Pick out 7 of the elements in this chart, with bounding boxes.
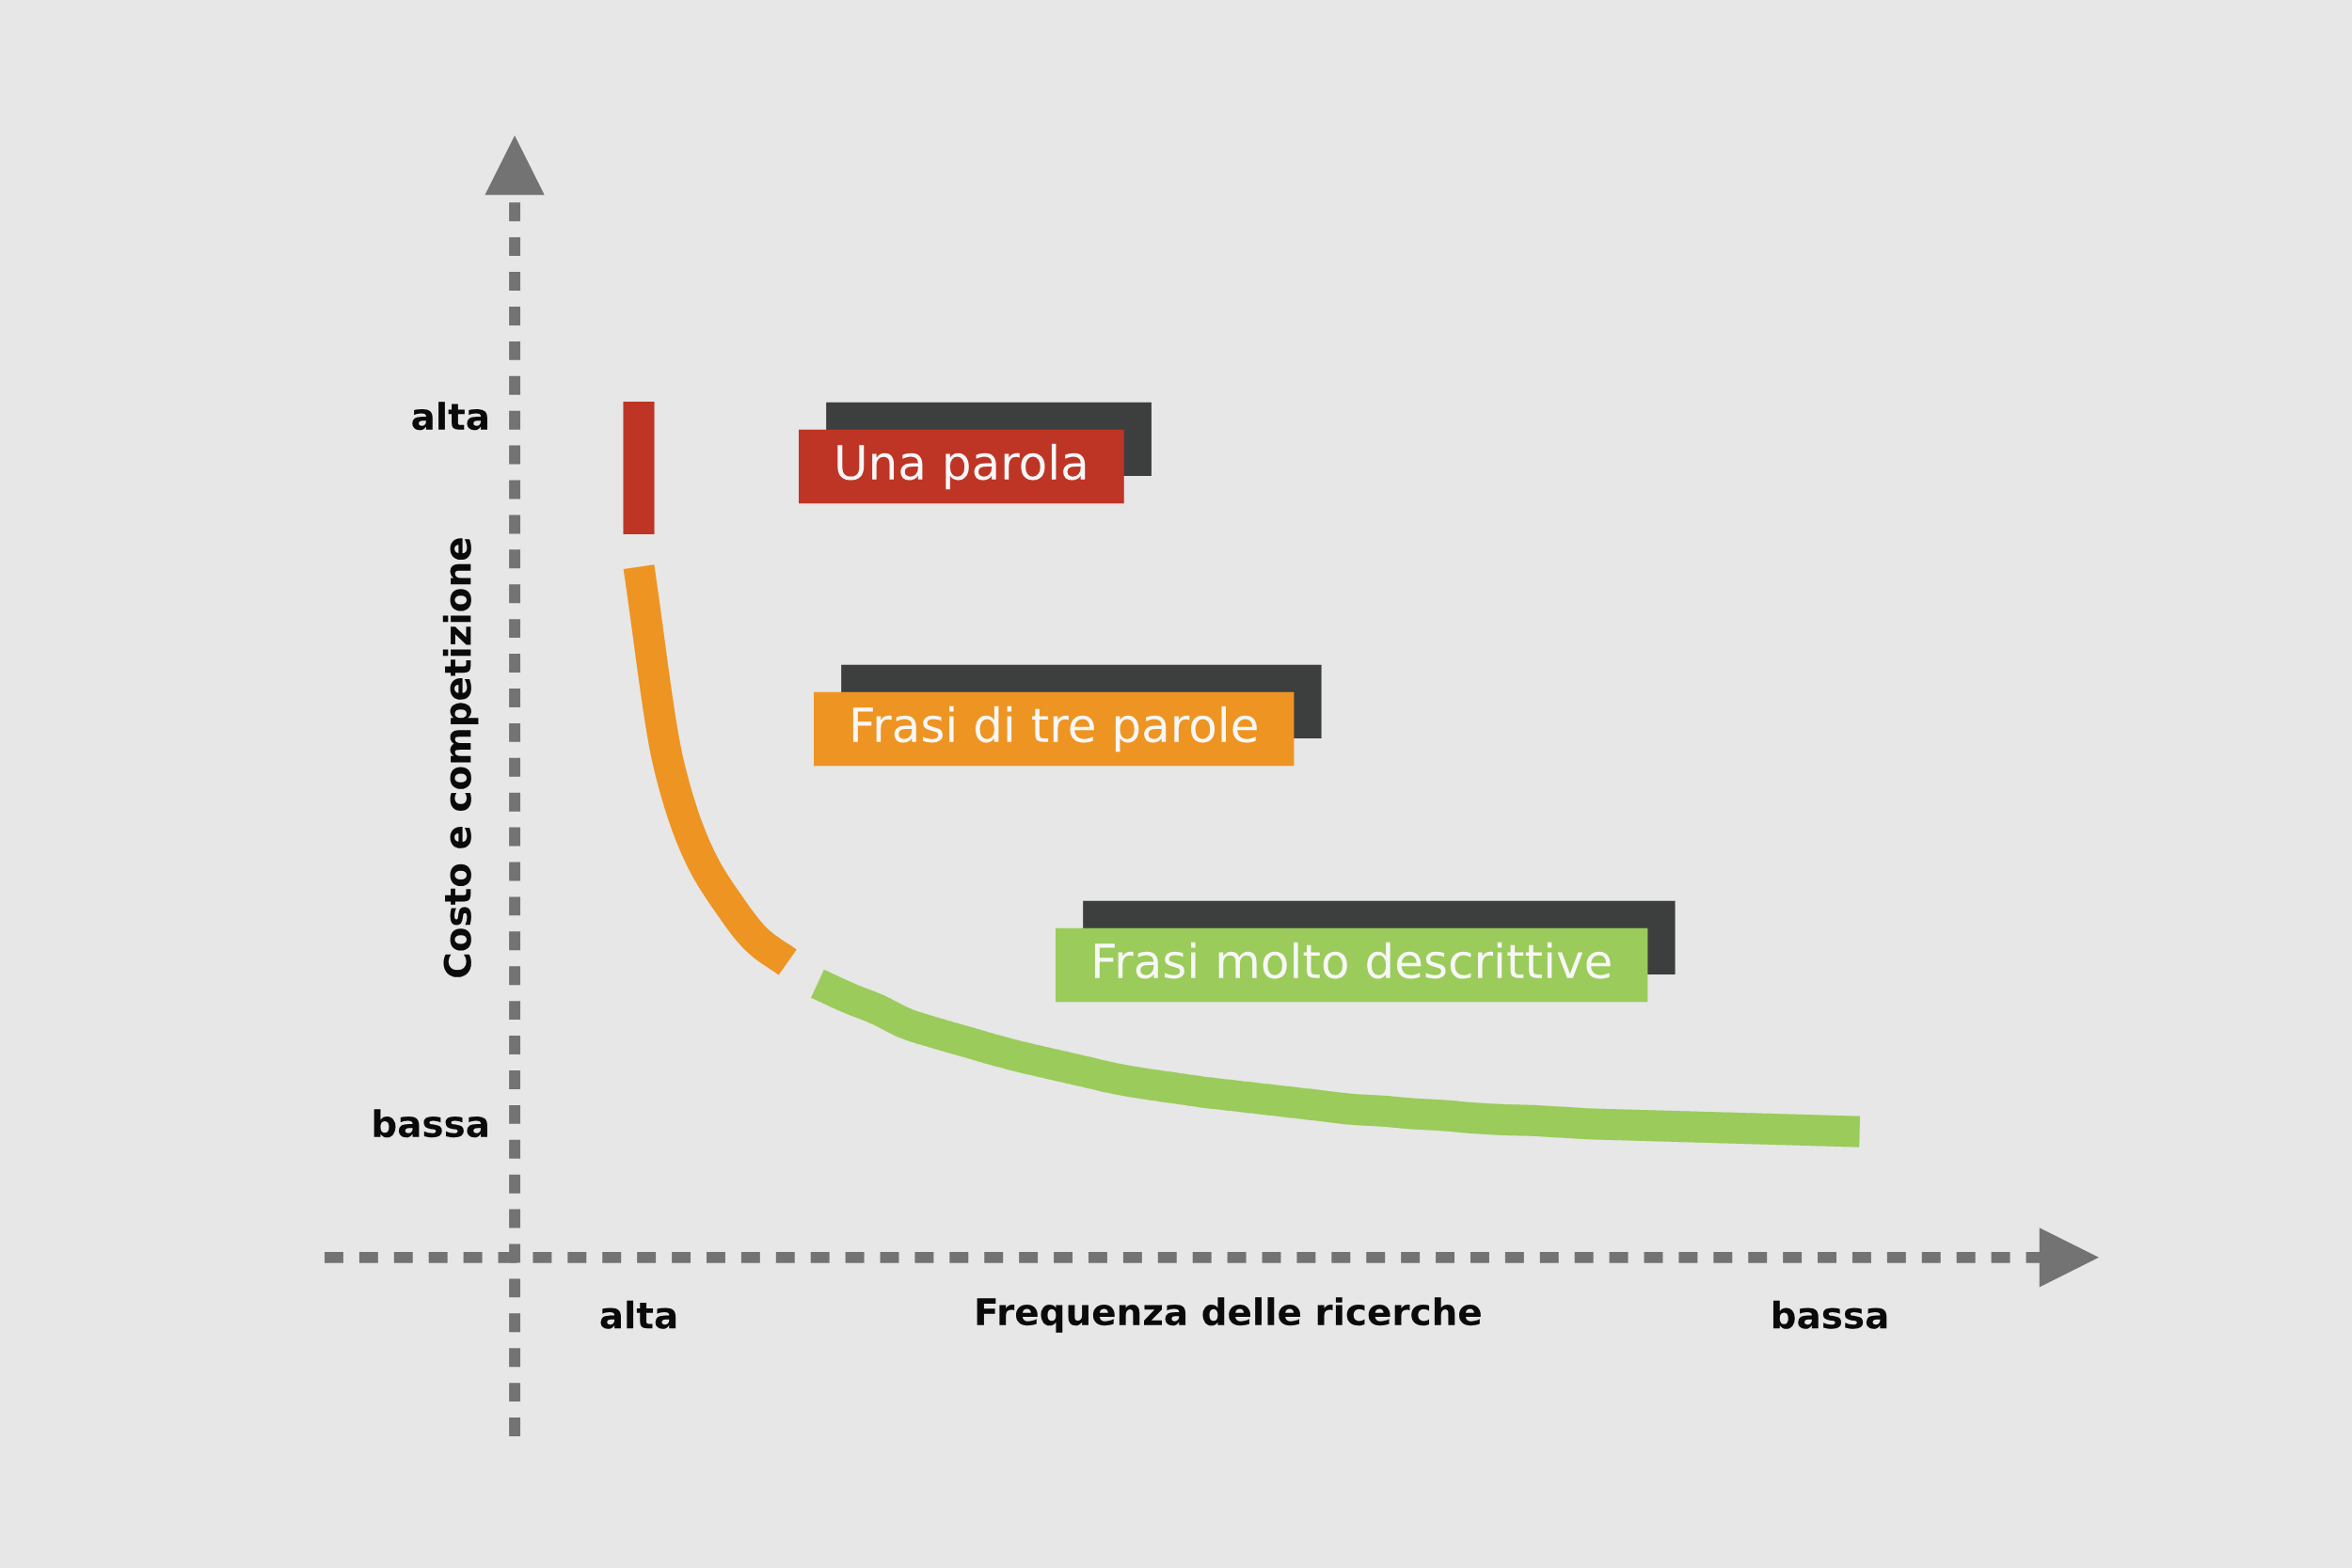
- text: alta: [412, 402, 487, 431]
- text: bassa: [373, 1109, 487, 1138]
- y-axis-title: Costo e competizione: [442, 538, 479, 977]
- text: Una parola: [837, 443, 1086, 490]
- series-label: Frasi molto descrittive: [1094, 942, 1611, 979]
- x-axis-title: Frequenza delle ricerche: [977, 1297, 1481, 1333]
- text: Frasi di tre parole: [852, 705, 1257, 752]
